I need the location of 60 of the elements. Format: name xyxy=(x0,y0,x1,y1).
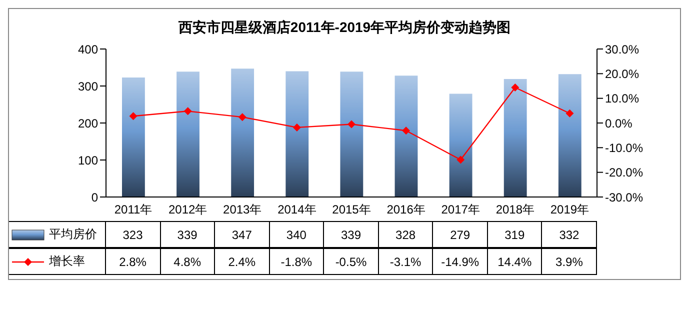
bar xyxy=(558,74,582,197)
x-tick-label: 2015年 xyxy=(332,202,371,217)
x-tick-label: 2019年 xyxy=(550,202,590,217)
data-label: 319 xyxy=(504,228,525,242)
data-label: 4.8% xyxy=(174,254,201,268)
data-label: 2.4% xyxy=(228,254,256,268)
bar xyxy=(122,77,145,197)
bar xyxy=(176,72,200,197)
point xyxy=(184,107,192,116)
bar xyxy=(231,68,254,197)
y-tick-label: 300 xyxy=(78,79,98,94)
data-label: 339 xyxy=(340,228,361,242)
data-label: 340 xyxy=(286,228,306,242)
bar xyxy=(340,72,364,197)
data-label: 328 xyxy=(396,228,416,242)
y2-tick-label: -10.0% xyxy=(605,140,644,155)
data-label: -0.5% xyxy=(335,254,367,268)
y-tick-label: 100 xyxy=(78,153,98,168)
y-tick-label: 200 xyxy=(78,116,98,130)
x-tick-label: 2018年 xyxy=(496,202,535,217)
y2-tick-label: 30.0% xyxy=(605,42,640,56)
data-label: 332 xyxy=(559,228,580,242)
y2-tick-label: -30.0% xyxy=(605,190,644,204)
data-label: 3.9% xyxy=(556,254,583,268)
data-label: -14.9% xyxy=(441,254,480,268)
y-tick-label: 0 xyxy=(91,190,98,204)
data-label: 14.4% xyxy=(498,254,532,268)
y2-tick-label: 0.0% xyxy=(605,116,633,130)
data-label: 339 xyxy=(177,228,198,242)
y2-tick-label: 20.0% xyxy=(605,66,640,81)
x-tick-label: 2016年 xyxy=(386,202,426,217)
legend-label: 平均房价 xyxy=(49,226,97,243)
x-tick-label: 2017年 xyxy=(441,202,480,217)
point xyxy=(402,126,410,135)
y2-tick-label: -20.0% xyxy=(605,166,644,180)
point xyxy=(456,156,465,164)
data-label: -3.1% xyxy=(390,254,422,268)
chart-title: 西安市四星级酒店2011年-2019年平均房价变动趋势图 xyxy=(177,18,512,37)
bar xyxy=(449,94,472,197)
point xyxy=(566,109,574,118)
point xyxy=(292,123,301,132)
x-tick-label: 2013年 xyxy=(223,202,262,217)
legend-label: 增长率 xyxy=(49,253,85,270)
data-label: 323 xyxy=(122,228,143,242)
y-tick-label: 400 xyxy=(78,42,98,56)
x-tick-label: 2011年 xyxy=(114,202,152,217)
bar xyxy=(504,78,527,197)
point xyxy=(129,112,138,120)
data-label: 347 xyxy=(232,228,252,242)
point xyxy=(511,83,520,92)
point xyxy=(348,120,356,128)
data-label: 279 xyxy=(450,228,470,242)
bar xyxy=(286,71,309,197)
point xyxy=(238,113,246,122)
data-label: -1.8% xyxy=(280,254,312,268)
x-tick-label: 2012年 xyxy=(168,202,208,217)
data-label: 2.8% xyxy=(119,254,146,268)
x-tick-label: 2014年 xyxy=(278,202,316,217)
bar xyxy=(394,76,418,197)
y2-tick-label: 10.0% xyxy=(605,92,640,106)
